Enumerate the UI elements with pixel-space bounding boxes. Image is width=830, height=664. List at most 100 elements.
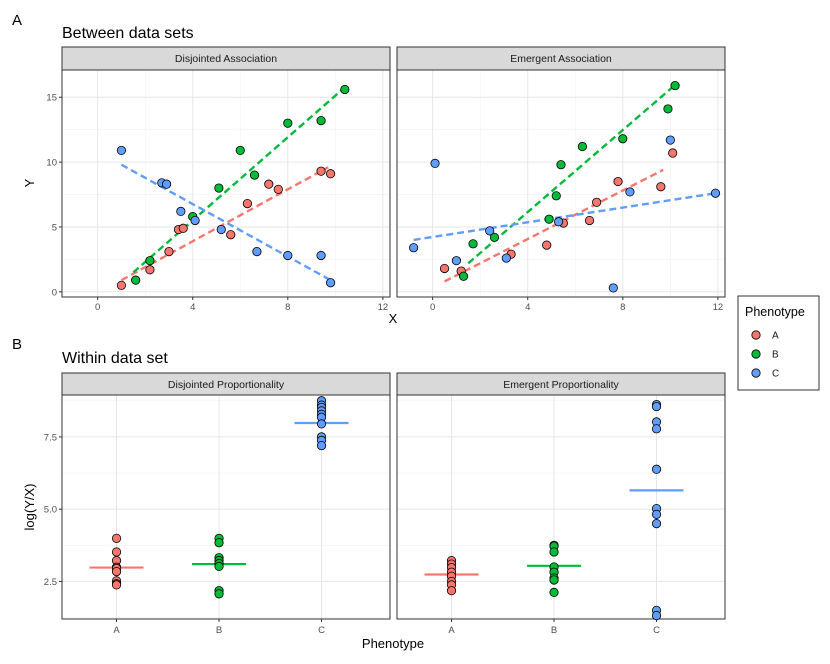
panel-a: A Between data sets Disjointed Association… [12, 12, 726, 326]
panel-b-title: Within data set [62, 350, 168, 367]
x-tick-label: 12 [713, 302, 724, 313]
data-point-b [556, 160, 566, 170]
trend-line-c [413, 192, 716, 242]
facet-a-1: Disjointed Association 0 4 8 12 0 5 10 15 [46, 46, 391, 313]
x-tick-label: B [551, 625, 557, 636]
x-tick-label: C [653, 625, 660, 636]
legend-label: C [772, 369, 779, 380]
y-tick-label: 15 [46, 93, 57, 104]
data-point-b [549, 575, 559, 585]
data-point-c [451, 256, 462, 266]
panel-b-xlabel: Phenotype [362, 636, 424, 651]
data-point-a [668, 148, 678, 158]
data-point-b [283, 118, 293, 128]
data-point-c [710, 188, 721, 198]
data-point-a [592, 197, 602, 207]
data-point-b [214, 183, 224, 193]
data-point-b [544, 214, 554, 224]
data-point-c [651, 509, 662, 519]
trend-line-b [467, 82, 679, 265]
data-point-c [190, 215, 200, 226]
trend-line-a [443, 168, 664, 283]
facet-strip-label: Emergent Proportionality [503, 379, 619, 391]
data-point-c [430, 158, 440, 168]
facet-border [396, 69, 726, 298]
data-point-b [214, 561, 224, 571]
panel-b-letter: B [12, 336, 22, 353]
x-tick-label: 4 [190, 302, 195, 313]
data-point-a [439, 263, 450, 274]
panel-a-xlabel: X [389, 311, 398, 326]
data-point-c [651, 424, 662, 434]
data-point-b [551, 191, 561, 201]
y-tick-label: 5 [52, 222, 57, 233]
panel-a-title: Between data sets [62, 25, 194, 42]
data-point-b [316, 115, 326, 126]
legend-swatch-c [751, 368, 761, 378]
data-point-b [340, 84, 350, 95]
data-point-b [663, 104, 673, 114]
x-tick-label: 8 [285, 302, 290, 313]
data-point-a [111, 566, 122, 577]
data-point-c [316, 419, 327, 429]
x-tick-label: 0 [95, 302, 100, 313]
facet-strip-label: Emergent Association [510, 53, 612, 65]
y-tick-label: 0 [52, 287, 57, 298]
data-point-a [111, 533, 122, 543]
data-point-a [226, 230, 236, 240]
facet-b-1: Disjointed Proportionality A B C 2.5 5.0 7.5 [44, 372, 391, 636]
y-tick-label: 10 [46, 158, 57, 169]
data-point-a [325, 169, 336, 179]
data-point-c [252, 247, 262, 257]
data-point-c [554, 217, 564, 227]
facet-a-2: Emergent Association 0 4 8 12 [396, 46, 726, 313]
data-point-c [651, 610, 662, 621]
data-point-b [145, 256, 155, 266]
data-point-a [316, 166, 326, 176]
data-point-c [216, 224, 226, 235]
panel-a-ylabel: Y [22, 178, 37, 187]
data-point-b [214, 538, 224, 548]
legend-label: B [772, 350, 779, 361]
data-point-c [283, 250, 293, 261]
legend-swatch-b [751, 349, 761, 359]
x-tick-label: C [318, 625, 325, 636]
x-tick-label: B [216, 625, 222, 636]
data-point-b [458, 271, 469, 281]
data-point-b [131, 275, 141, 285]
data-point-c [485, 226, 495, 236]
facet-b-2: Emergent Proportionality A B C [396, 372, 726, 636]
data-point-c [665, 135, 675, 145]
data-point-a [111, 547, 122, 557]
data-point-c [325, 278, 336, 288]
data-point-a [116, 280, 127, 290]
y-tick-label: 7.5 [44, 432, 57, 443]
data-point-c [651, 401, 662, 412]
data-point-c [608, 283, 618, 293]
trend-line-c [120, 163, 332, 282]
data-point-c [501, 253, 511, 263]
data-point-a [178, 223, 188, 233]
x-tick-label: 4 [525, 302, 530, 313]
data-point-b [577, 141, 587, 152]
facet-border [396, 394, 726, 620]
x-tick-label: 8 [620, 302, 625, 313]
data-point-c [409, 243, 419, 253]
data-point-b [618, 134, 628, 144]
data-point-c [651, 464, 662, 474]
data-point-b [249, 170, 260, 180]
facet-strip-label: Disjointed Proportionality [168, 379, 285, 391]
data-point-b [468, 239, 478, 249]
data-point-a [145, 265, 155, 275]
data-point-b [549, 547, 559, 557]
x-tick-label: A [448, 625, 455, 636]
data-point-c [116, 145, 127, 156]
data-point-a [542, 240, 552, 250]
legend: Phenotype ABC [737, 295, 820, 391]
facet-strip-label: Disjointed Association [175, 53, 277, 65]
x-tick-label: 0 [430, 302, 435, 313]
data-point-a [273, 184, 283, 194]
legend-swatch-a [751, 330, 761, 340]
